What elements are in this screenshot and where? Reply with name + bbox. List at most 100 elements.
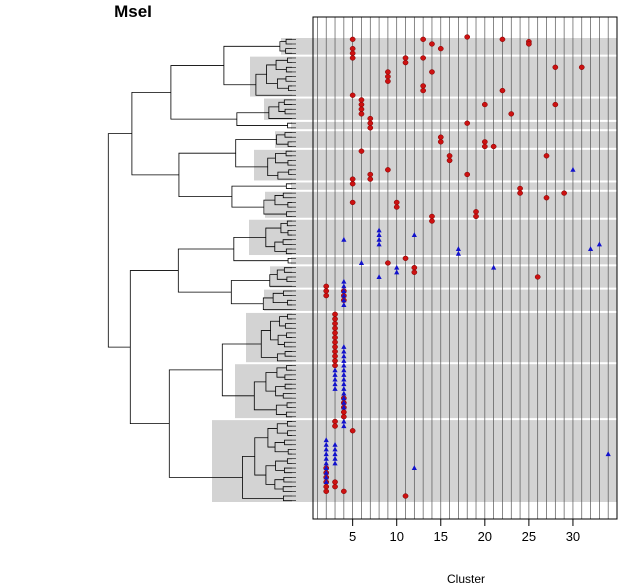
dendrogram-branch: [284, 383, 292, 390]
triangle-point: [411, 465, 417, 471]
circle-point: [437, 134, 444, 140]
circle-point: [349, 55, 356, 61]
dendrogram-branch: [287, 430, 292, 436]
circle-point: [464, 120, 471, 126]
circle-point: [420, 55, 426, 61]
row-group-band: [313, 364, 617, 419]
dendrogram-branch: [275, 153, 288, 164]
triangle-point: [323, 437, 329, 443]
triangle-point: [376, 227, 382, 233]
circle-point: [402, 55, 409, 61]
dendrogram-branch: [274, 479, 284, 490]
dendrogram-branch: [265, 372, 277, 392]
dendrogram-group-band: [250, 56, 313, 97]
triangle-point: [323, 451, 329, 457]
triangle-point: [394, 269, 400, 275]
dendrogram-branch: [233, 236, 289, 262]
dendrogram-branch: [276, 134, 289, 145]
circle-point: [464, 34, 471, 40]
circle-point: [481, 101, 488, 108]
dendrogram-branch: [267, 428, 278, 448]
circle-point: [349, 50, 356, 56]
dendrogram-group-band: [254, 149, 313, 181]
circle-series: [323, 34, 585, 499]
dendrogram-branch: [287, 421, 292, 427]
dendrogram-branch: [253, 381, 277, 411]
circle-point: [332, 330, 338, 336]
circle-point: [332, 362, 338, 369]
dendrogram-branch: [286, 332, 292, 338]
dendrogram-branch: [283, 476, 292, 483]
circle-point: [464, 171, 471, 178]
triangle-point: [341, 288, 347, 293]
triangle-point: [341, 372, 347, 377]
circle-point: [332, 418, 338, 425]
circle-point: [358, 101, 365, 108]
dendrogram-branch: [288, 169, 292, 175]
circle-point: [332, 325, 338, 331]
triangle-point: [332, 441, 338, 447]
triangle-point: [605, 451, 611, 457]
circle-point: [367, 171, 374, 178]
circle-point: [349, 176, 356, 182]
triangle-point: [323, 446, 329, 452]
dendrogram-branch: [170, 65, 237, 120]
row-group-band: [313, 289, 617, 311]
dendrogram-branch: [283, 495, 292, 502]
dendrogram-branch: [287, 229, 292, 236]
dendrogram-branch: [274, 195, 288, 206]
row-group-band: [313, 420, 617, 502]
triangle-point: [411, 232, 417, 238]
dendrogram-group-band: [291, 182, 313, 190]
circle-point: [332, 339, 338, 345]
circle-point: [358, 97, 365, 103]
dendrogram-branch: [287, 122, 292, 129]
triangle-point: [323, 474, 329, 480]
circle-point: [332, 479, 338, 485]
circle-point: [481, 139, 488, 145]
triangle-point: [332, 372, 338, 377]
circle-point: [473, 209, 479, 215]
triangle-point: [341, 400, 347, 405]
triangle-point: [394, 264, 400, 270]
circle-point: [446, 153, 453, 159]
circle-point: [349, 36, 356, 42]
row-group-band: [313, 98, 617, 120]
dendrogram-group-band: [291, 257, 313, 265]
circle-point: [385, 78, 391, 84]
triangle-point: [376, 241, 382, 247]
x-tick-label: 20: [478, 529, 492, 544]
circle-point: [402, 493, 409, 499]
triangle-point: [332, 376, 338, 382]
circle-point: [332, 311, 338, 317]
dendrogram-branch: [286, 211, 292, 217]
triangle-point: [341, 283, 347, 289]
circle-point: [332, 423, 338, 429]
dendrogram-branch: [275, 404, 288, 415]
dendrogram-branch: [178, 152, 236, 198]
row-group-band: [313, 131, 617, 148]
dendrogram-branch: [285, 66, 292, 73]
triangle-point: [376, 232, 382, 238]
triangle-point: [341, 423, 347, 429]
circle-point: [561, 190, 567, 196]
row-group-band: [313, 219, 617, 256]
circle-point: [481, 143, 488, 150]
plot-frame: [312, 16, 618, 520]
row-group-band: [313, 121, 617, 130]
circle-point: [385, 69, 391, 75]
dendrogram-branch: [283, 290, 292, 297]
triangle-point: [341, 376, 347, 382]
triangle-point: [341, 302, 347, 307]
circle-point: [349, 46, 356, 52]
circle-point: [323, 484, 330, 490]
circle-point: [543, 153, 550, 159]
circle-point: [552, 64, 559, 70]
row-group-band: [313, 257, 617, 265]
circle-point: [332, 320, 338, 327]
dendrogram-branch: [266, 64, 278, 84]
triangle-point: [596, 241, 602, 247]
dendrogram-branch: [272, 292, 288, 304]
dendrogram-branch: [168, 369, 243, 478]
dendrogram-branch: [230, 280, 270, 305]
